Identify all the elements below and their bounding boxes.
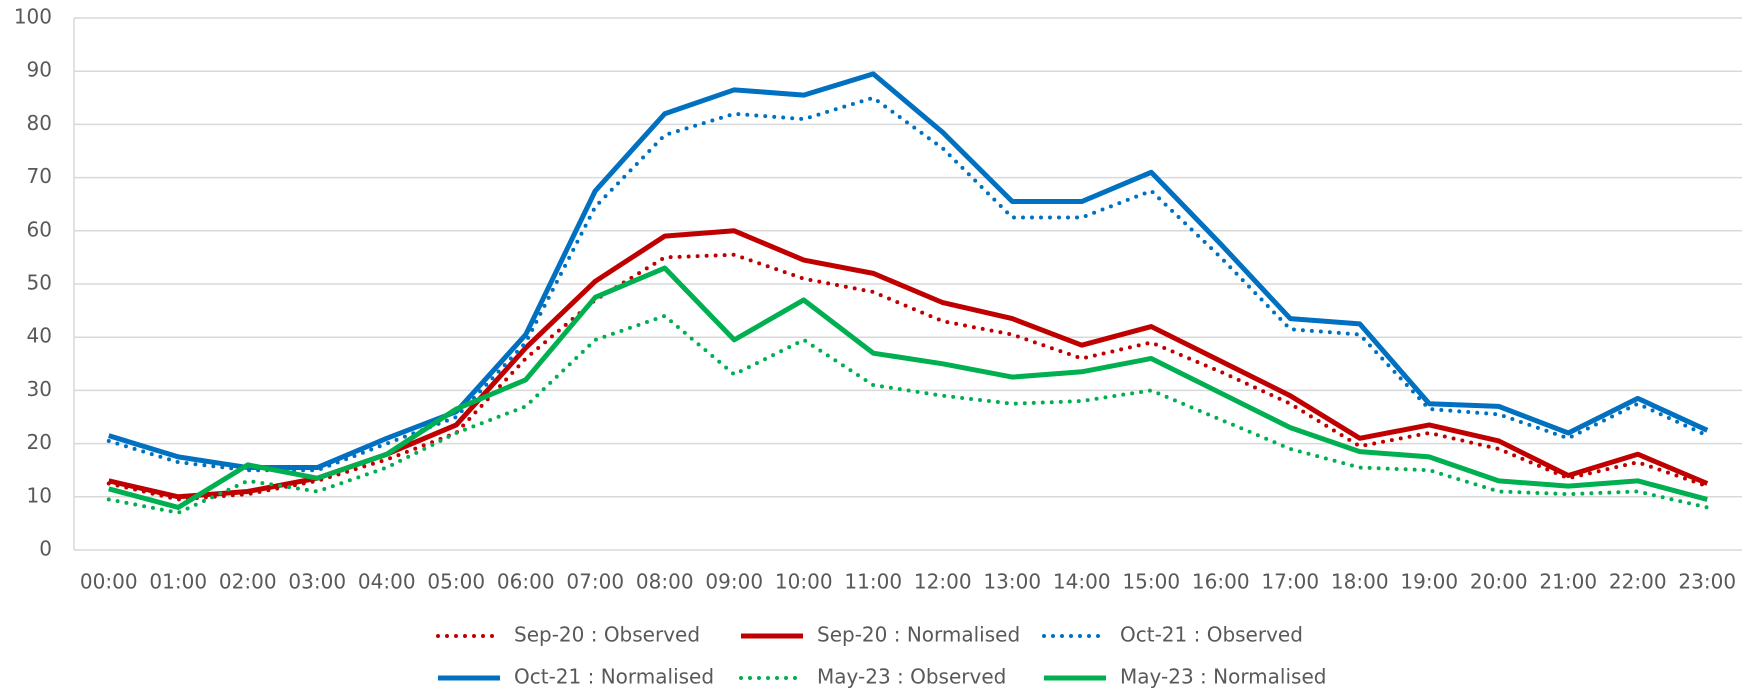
y-tick-label: 20 xyxy=(27,430,52,454)
series-line xyxy=(108,265,1708,510)
x-tick-label: 04:00 xyxy=(358,570,416,594)
x-tick-label: 00:00 xyxy=(80,570,138,594)
y-tick-label: 10 xyxy=(27,483,52,507)
x-tick-label: 10:00 xyxy=(775,570,833,594)
x-tick-label: 23:00 xyxy=(1678,570,1736,594)
x-tick-label: 20:00 xyxy=(1470,570,1528,594)
legend-label: Oct-21 : Normalised xyxy=(514,665,714,689)
x-tick-label: 06:00 xyxy=(497,570,555,594)
x-tick-label: 19:00 xyxy=(1400,570,1458,594)
y-tick-label: 90 xyxy=(27,58,52,82)
x-tick-label: 11:00 xyxy=(844,570,902,594)
series-line xyxy=(106,313,1710,515)
x-tick-label: 15:00 xyxy=(1122,570,1180,594)
y-tick-label: 60 xyxy=(27,217,52,241)
legend-label: Oct-21 : Observed xyxy=(1120,623,1303,647)
x-tick-label: 03:00 xyxy=(288,570,346,594)
x-tick-label: 17:00 xyxy=(1261,570,1319,594)
y-tick-label: 0 xyxy=(39,537,52,561)
series-line xyxy=(106,95,1710,473)
x-tick-label: 16:00 xyxy=(1192,570,1250,594)
x-tick-label: 13:00 xyxy=(983,570,1041,594)
x-tick-label: 14:00 xyxy=(1053,570,1111,594)
x-tick-label: 05:00 xyxy=(427,570,485,594)
x-tick-label: 08:00 xyxy=(636,570,694,594)
legend-label: Sep-20 : Observed xyxy=(514,623,700,647)
y-tick-label: 70 xyxy=(27,164,52,188)
x-tick-label: 01:00 xyxy=(149,570,207,594)
x-tick-label: 22:00 xyxy=(1609,570,1667,594)
y-tick-label: 80 xyxy=(27,111,52,135)
x-tick-label: 21:00 xyxy=(1539,570,1597,594)
x-tick-label: 02:00 xyxy=(219,570,277,594)
series-line xyxy=(108,71,1709,471)
x-tick-label: 12:00 xyxy=(914,570,972,594)
series-line xyxy=(106,252,1710,502)
x-tick-label: 09:00 xyxy=(705,570,763,594)
legend-label: May-23 : Observed xyxy=(817,665,1006,689)
x-tick-label: 18:00 xyxy=(1331,570,1389,594)
legend-label: May-23 : Normalised xyxy=(1120,665,1326,689)
legend-label: Sep-20 : Normalised xyxy=(817,623,1020,647)
y-tick-label: 30 xyxy=(27,377,52,401)
x-tick-label: 07:00 xyxy=(566,570,624,594)
y-tick-label: 100 xyxy=(14,5,52,29)
y-tick-label: 40 xyxy=(27,324,52,348)
y-tick-label: 50 xyxy=(27,271,52,295)
